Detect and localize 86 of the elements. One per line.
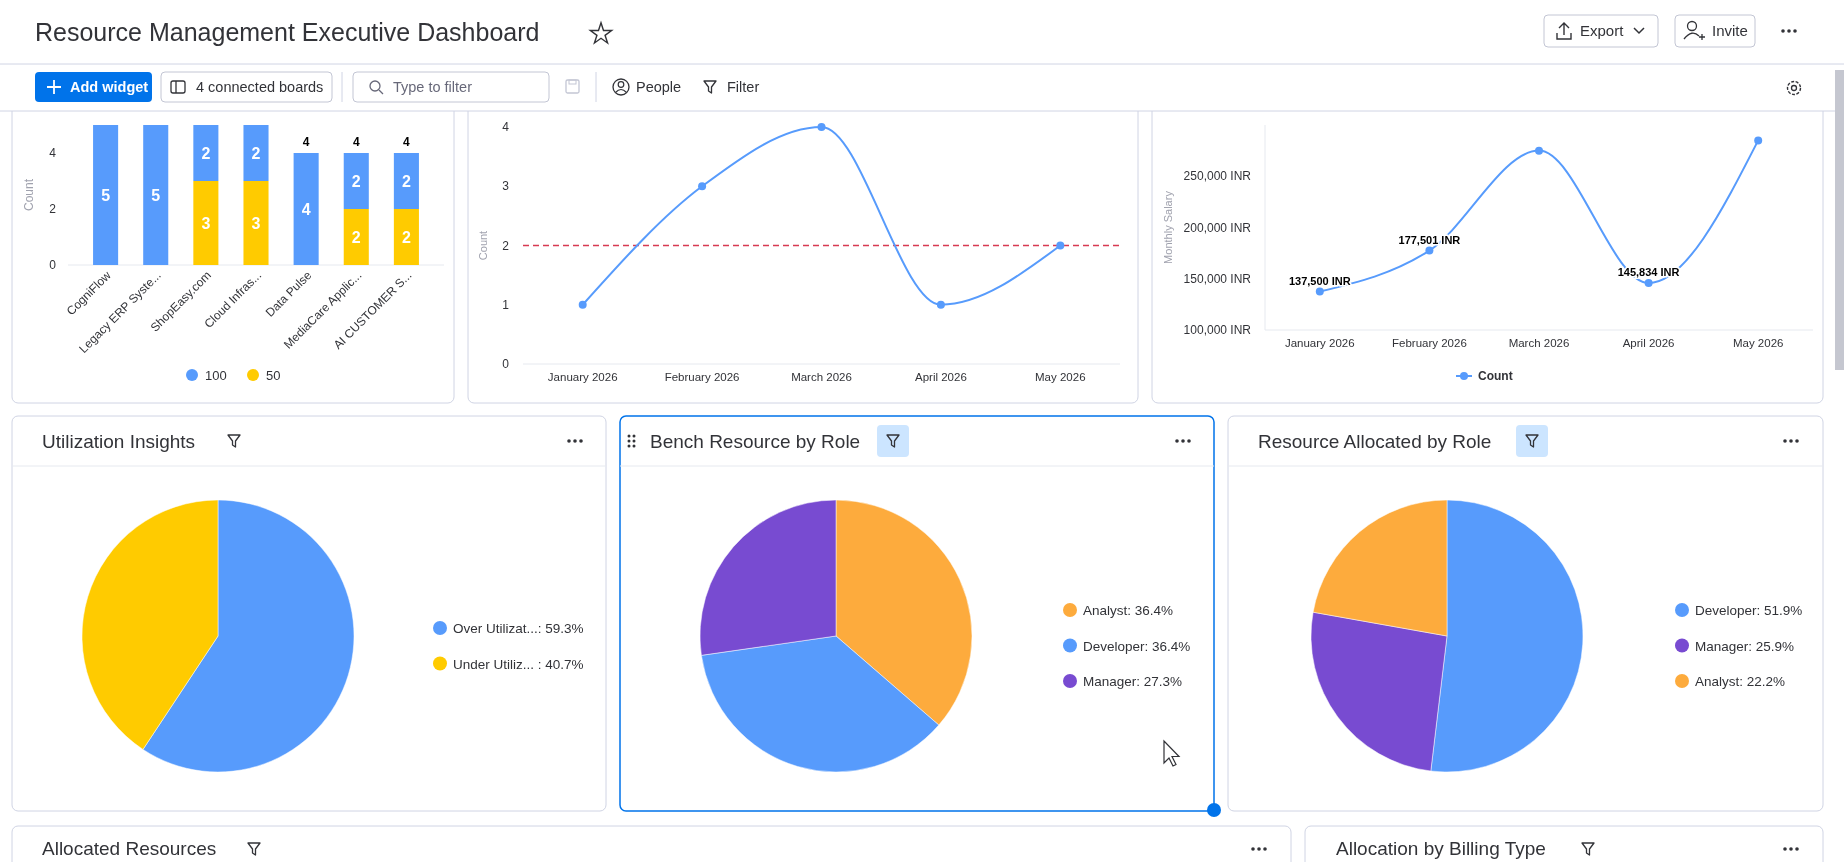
point (1535, 146, 1543, 155)
point (1754, 136, 1763, 145)
data-label: 2 (251, 145, 261, 162)
legend-label: Over Utilizat...: 59.3% (453, 621, 584, 636)
data-label: 2 (401, 229, 411, 246)
text: Invite (1712, 22, 1748, 39)
legend-label: Manager: 25.9% (1695, 638, 1795, 654)
chart-title: Utilization Insights (42, 431, 196, 452)
text: People (636, 79, 682, 95)
data-label: 5 (101, 187, 111, 204)
x-tick-label: May 2026 (1732, 337, 1784, 349)
x-tick-label: February 2026 (664, 371, 740, 383)
legend-label: Developer: 51.9% (1695, 603, 1803, 618)
data-label: 4 (301, 201, 311, 218)
legend-label: Count (1478, 369, 1513, 383)
bar (143, 125, 169, 265)
data-label: 3 (201, 215, 211, 232)
point (578, 300, 587, 309)
point (1315, 287, 1324, 296)
x-tick-label: February 2026 (1392, 337, 1467, 349)
data-label: 2 (351, 173, 361, 190)
data-label: 2 (351, 229, 361, 246)
legend-label: 100 (205, 368, 227, 383)
y-tick-label: 250,000 INR (1183, 169, 1252, 184)
x-tick-label: May 2026 (1035, 371, 1086, 383)
bar (93, 125, 119, 265)
point (817, 123, 826, 131)
total-label: 4 (403, 135, 411, 149)
chart-title: Bench Resource by Role (650, 431, 861, 452)
y-tick-label: 100,000 INR (1183, 323, 1252, 337)
y-tick-label: 1 (502, 297, 510, 312)
data-label: 5 (151, 187, 161, 204)
total-label: 4 (352, 135, 360, 149)
text: Resource Management Executive Dashboard (35, 18, 540, 46)
y-axis-title: Count (22, 178, 36, 212)
text: Allocated Resources (42, 838, 217, 859)
legend-label: Analyst: 22.2% (1695, 674, 1786, 689)
point (936, 300, 945, 309)
text: Allocation by Billing Type (1336, 838, 1546, 859)
y-tick-label: 150,000 INR (1183, 271, 1252, 286)
legend-label: 50 (266, 368, 281, 383)
legend-label: Developer: 36.4% (1083, 638, 1191, 654)
legend-label: Under Utiliz... : 40.7% (453, 656, 584, 672)
bar (193, 181, 219, 265)
bar (243, 125, 269, 181)
bar (293, 153, 319, 265)
point (1644, 279, 1653, 288)
data-label: 2 (401, 173, 411, 190)
bar (243, 181, 269, 265)
point (698, 182, 707, 191)
legend-label: Manager: 27.3% (1083, 674, 1183, 689)
data-label: 137,500 INR (1288, 274, 1351, 287)
y-tick-label: 0 (49, 258, 57, 272)
y-axis-title: Monthly Salary (1162, 190, 1174, 264)
x-tick-label: March 2026 (1508, 337, 1570, 349)
y-tick-label: 0 (502, 357, 510, 371)
text: Export (1580, 22, 1625, 39)
y-axis-title: Count (477, 230, 489, 261)
data-label: 2 (201, 145, 211, 162)
text: Type to filter (393, 79, 473, 95)
y-tick-label: 4 (502, 120, 510, 134)
x-tick-label: April 2026 (1622, 337, 1675, 349)
x-tick-label: March 2026 (791, 371, 852, 383)
point (1425, 246, 1434, 255)
x-tick-label: January 2026 (547, 371, 618, 383)
bar (343, 153, 369, 209)
bar (343, 209, 369, 265)
data-label: 3 (251, 215, 261, 232)
data-label: 177,501 INR (1398, 233, 1461, 246)
y-tick-label: 2 (49, 202, 57, 216)
legend-label: Analyst: 36.4% (1083, 603, 1174, 618)
y-tick-label: 3 (502, 179, 510, 194)
text: Add widget (70, 79, 149, 95)
bar (393, 209, 419, 265)
y-tick-label: 200,000 INR (1183, 220, 1252, 235)
point (1056, 241, 1065, 250)
x-tick-label: January 2026 (1284, 337, 1355, 349)
total-label: 4 (302, 135, 310, 149)
text: 4 connected boards (196, 79, 324, 95)
y-tick-label: 4 (49, 146, 57, 160)
y-tick-label: 2 (502, 238, 510, 253)
bar (193, 125, 219, 181)
chart-title: Resource Allocated by Role (1258, 431, 1492, 452)
bar (393, 153, 419, 209)
text: Filter (727, 79, 760, 95)
x-tick-label: April 2026 (915, 371, 967, 383)
